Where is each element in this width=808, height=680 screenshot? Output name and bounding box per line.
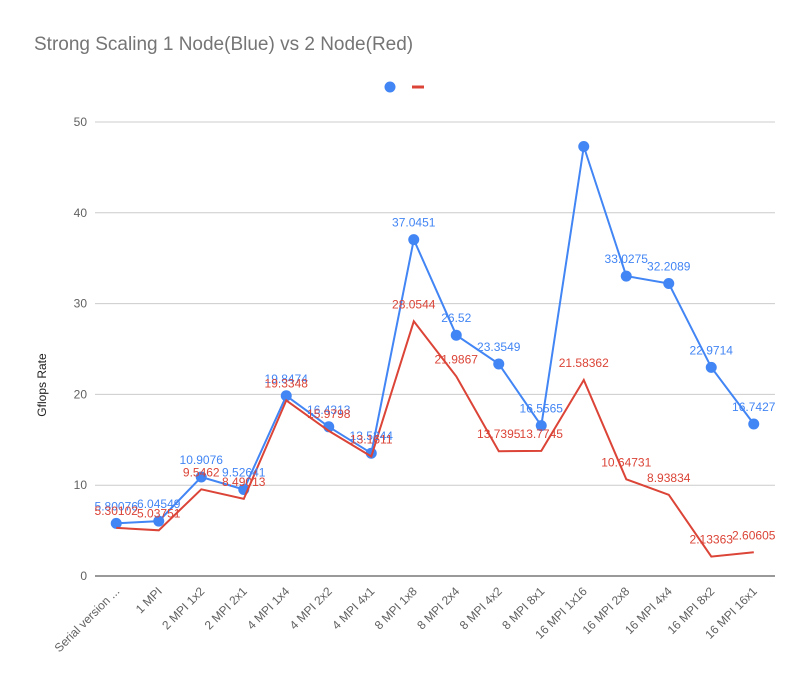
data-label: 21.58362	[559, 356, 609, 370]
x-tick-label: 8 MPI 1x8	[372, 584, 420, 632]
data-label: 33.0275	[605, 252, 649, 266]
data-label: 9.5462	[183, 465, 220, 479]
x-tick-label: 4 MPI 1x4	[244, 584, 292, 632]
x-tick-label: Serial version ...	[52, 584, 123, 655]
y-tick-label: 50	[74, 115, 88, 129]
data-label: 16.5565	[520, 402, 564, 416]
data-label: 13.7395	[477, 427, 521, 441]
data-point	[493, 358, 505, 370]
data-label: 13.1611	[350, 432, 393, 446]
y-tick-label: 20	[74, 387, 88, 401]
data-point	[663, 278, 675, 290]
data-label: 8.93834	[647, 471, 691, 485]
y-tick-label: 10	[74, 478, 88, 492]
y-tick-label: 30	[74, 297, 88, 311]
series-line	[116, 146, 755, 525]
data-label: 13.5244	[350, 429, 394, 443]
data-label: 28.0544	[392, 297, 436, 311]
data-label: 10.9076	[180, 453, 224, 467]
data-point	[195, 471, 207, 483]
data-label: 5.30102	[95, 504, 139, 518]
data-label: 2.13363	[690, 533, 734, 547]
data-label: 9.52641	[222, 466, 266, 480]
legend-marker	[384, 81, 396, 93]
data-label: 2.60605	[732, 528, 776, 542]
data-label: 19.3348	[265, 376, 309, 390]
data-label: 16.7427	[732, 400, 776, 414]
data-point	[620, 270, 632, 282]
x-tick-label: 4 MPI 2x2	[287, 584, 335, 632]
x-tick-label: 4 MPI 4x1	[329, 584, 377, 632]
data-label: 5.80076	[95, 499, 139, 513]
series-lines	[110, 141, 760, 558]
data-label: 8.49013	[222, 475, 266, 489]
y-axis-ticks: 0 10 20 30 40 50	[74, 115, 88, 583]
data-label: 19.8474	[265, 372, 309, 386]
data-label: 5.03751	[137, 506, 181, 520]
data-label: 6.04549	[137, 497, 181, 511]
data-point	[748, 418, 760, 430]
x-tick-label: 8 MPI 2x4	[414, 584, 462, 632]
data-label: 32.2089	[647, 260, 691, 274]
chart-title: Strong Scaling 1 Node(Blue) vs 2 Node(Re…	[34, 34, 414, 55]
data-label: 21.9867	[435, 352, 479, 366]
data-label: 13.7745	[520, 427, 564, 441]
data-point	[578, 141, 590, 153]
grid-lines	[95, 121, 775, 577]
data-label: 16.4313	[307, 403, 351, 417]
data-label: 37.0451	[392, 216, 436, 230]
data-label: 26.52	[441, 311, 471, 325]
data-point	[153, 515, 165, 527]
data-label: 15.9798	[307, 407, 351, 421]
data-point	[705, 361, 717, 373]
data-point	[408, 234, 420, 246]
y-axis-title: Gflops Rate	[35, 353, 49, 417]
data-label: 22.9714	[690, 343, 734, 357]
x-tick-label: 2 MPI 2x1	[202, 584, 250, 632]
x-tick-label: 1 MPI	[133, 584, 165, 616]
data-point	[110, 517, 122, 529]
data-point	[535, 420, 547, 432]
y-tick-label: 40	[74, 206, 88, 220]
legend	[384, 81, 424, 93]
data-point	[450, 329, 462, 341]
y-tick-label: 0	[80, 569, 87, 583]
data-label: 23.3549	[477, 340, 521, 354]
x-tick-label: 2 MPI 1x2	[159, 584, 207, 632]
data-point	[280, 390, 292, 402]
x-tick-label: 8 MPI 4x2	[457, 584, 505, 632]
data-label: 10.64731	[601, 455, 651, 469]
series-line	[116, 319, 754, 558]
